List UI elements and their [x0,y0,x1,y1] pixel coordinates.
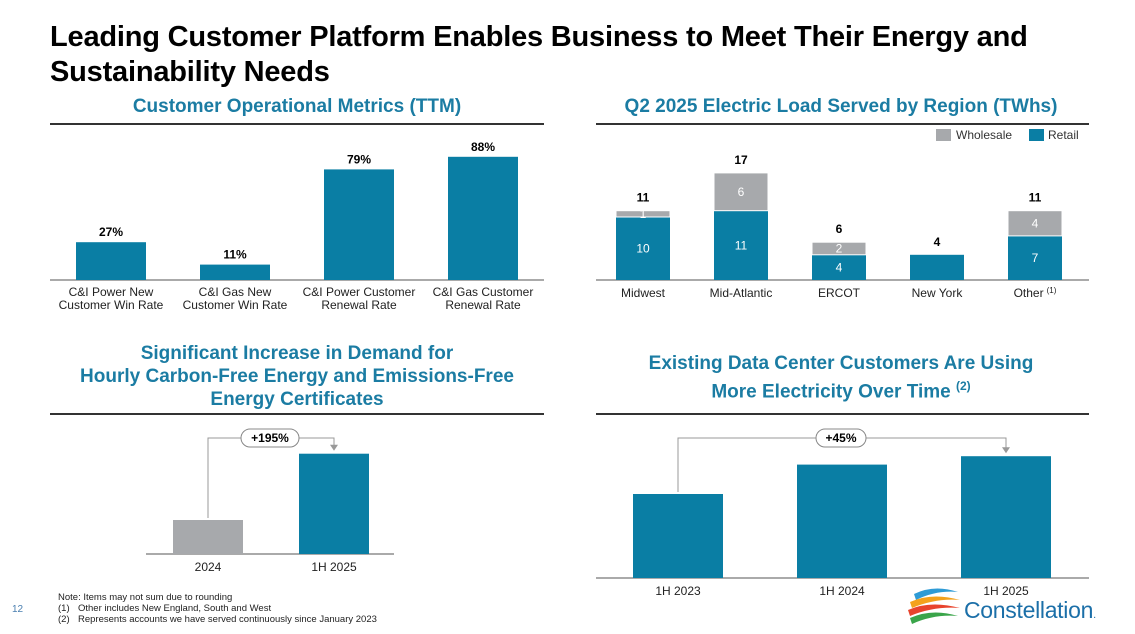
load-total-label: 11 [1029,191,1042,205]
metrics-title-rule [50,123,544,125]
page-number: 12 [12,604,24,615]
load-bar-wholesale [1007,210,1063,237]
datacenter-growth-arrowhead [1002,447,1010,454]
load-label-wholesale: 1 [640,207,647,221]
load-label-wholesale: 4 [1032,216,1039,230]
metrics-category-label: C&I Power Customer [303,285,416,299]
load-category-label: ERCOT [818,286,861,300]
footnote-2-num: (2) [58,614,70,625]
logo-swoosh-icon [908,588,960,624]
datacenter-category-label: 1H 2025 [983,584,1029,598]
datacenter-title-line-2: More Electricity Over Time (2) [596,375,1086,403]
load-legend-swatch-wholesale [936,129,951,141]
hourly-growth-arrowhead [330,444,338,451]
footnote-note-text: Note: Items may not sum due to rounding [58,592,233,603]
load-bar-wholesale [615,210,671,218]
metrics-bar [324,169,394,280]
metrics-category-label: Renewal Rate [321,298,397,312]
footnote-1: (1) Other includes New England, South and… [58,603,377,614]
logo-wordmark: Constellation. [964,597,1096,624]
load-total-label: 11 [637,191,650,205]
metrics-category-label: C&I Gas New [199,285,272,299]
hourly-title-rule [50,413,544,415]
footnote-2-text: Represents accounts we have served conti… [78,614,377,625]
load-legend-label-wholesale: Wholesale [956,128,1012,142]
load-label-retail: 10 [636,242,650,256]
metrics-category-label: Renewal Rate [445,298,521,312]
metrics-bar [448,156,518,280]
load-total-label: 4 [934,235,941,249]
footnote-note: Note: Items may not sum due to rounding [58,592,377,603]
datacenter-growth-label: +45% [825,431,856,445]
metrics-data-label: 27% [99,225,123,239]
logo-wordmark-text: Constellation [964,597,1094,623]
hourly-title-line-2: Hourly Carbon-Free Energy and Emissions-… [80,366,514,387]
datacenter-title-footnote: (2) [955,379,971,393]
datacenter-growth-badge [815,428,867,448]
load-chart: Wholesale Retail 1 10 11 Midwest 6 11 17 Mid-Atla… [596,128,1089,300]
metrics-category-label: Customer Win Rate [183,298,288,312]
metrics-bar [200,264,270,280]
load-legend-swatch-retail [1029,129,1044,141]
load-category-label: Other (1) [1014,286,1057,300]
constellation-logo: Constellation. [906,584,1126,630]
load-label-retail: 4 [836,260,843,274]
metrics-bar [76,242,146,280]
load-legend-label-retail: Retail [1048,128,1079,142]
hourly-growth-badge [240,428,300,448]
load-label-wholesale: 2 [836,242,843,256]
footnote-1-num: (1) [58,603,70,614]
hourly-bar [173,520,243,554]
datacenter-chart: 1H 2023 1H 2024 1H 2025 +45% [596,428,1089,598]
datacenter-bar [961,456,1051,578]
hourly-growth-label: +195% [251,431,289,445]
datacenter-bar [797,464,887,578]
hourly-bar [299,453,369,554]
load-total-label: 17 [734,153,748,167]
datacenter-category-label: 1H 2023 [655,584,701,598]
load-bar-wholesale [811,241,867,256]
load-bar-retail [714,210,768,280]
datacenter-title-line-2-text: More Electricity Over Time [711,381,951,403]
page-title: Leading Customer Platform Enables Busine… [50,21,1028,88]
load-bar-retail [1008,235,1062,280]
hourly-category-label: 1H 2025 [311,560,357,574]
datacenter-title-rule [596,413,1089,415]
hourly-title-line-3: Energy Certificates [210,389,384,410]
datacenter-category-label: 1H 2024 [819,584,865,598]
datacenter-title-line-1: Existing Data Center Customers Are Using [648,353,1034,374]
load-category-label: New York [912,286,964,300]
load-bar-retail [616,217,670,280]
metrics-data-label: 11% [223,248,247,262]
datacenter-bar [633,494,723,578]
load-bar-retail [910,254,964,280]
datacenter-chart-title: Existing Data Center Customers Are Using… [596,352,1086,403]
load-chart-title: Q2 2025 Electric Load Served by Region (… [624,96,1058,117]
load-bar-retail [812,254,866,280]
hourly-chart: 2024 1H 2025 +195% [146,428,394,574]
load-category-label: Mid-Atlantic [710,286,773,300]
footnote-2: (2) Represents accounts we have served co… [58,614,377,625]
metrics-category-label: Customer Win Rate [59,298,164,312]
logo-wordmark-dot: . [1093,609,1096,621]
load-category-label: Midwest [621,286,666,300]
load-label-wholesale: 6 [738,185,745,199]
metrics-category-label: C&I Power New [69,285,154,299]
footnotes: Note: Items may not sum due to rounding … [58,592,377,625]
hourly-title-line-1: Significant Increase in Demand for [140,343,454,364]
load-bar-wholesale [713,172,769,212]
hourly-category-label: 2024 [195,560,222,574]
load-label-retail: 7 [1032,251,1039,265]
metrics-data-label: 88% [471,140,495,154]
hourly-chart-title: Significant Increase in Demand for Hourl… [50,342,544,411]
load-label-retail: 11 [735,238,748,252]
footnote-1-text: Other includes New England, South and We… [78,603,272,614]
metrics-chart-title: Customer Operational Metrics (TTM) [132,96,462,117]
load-total-label: 6 [836,222,843,236]
load-title-rule [596,123,1089,125]
metrics-data-label: 79% [347,152,371,166]
load-category-footnote: (1) [1047,286,1057,295]
metrics-category-label: C&I Gas Customer [433,285,534,299]
